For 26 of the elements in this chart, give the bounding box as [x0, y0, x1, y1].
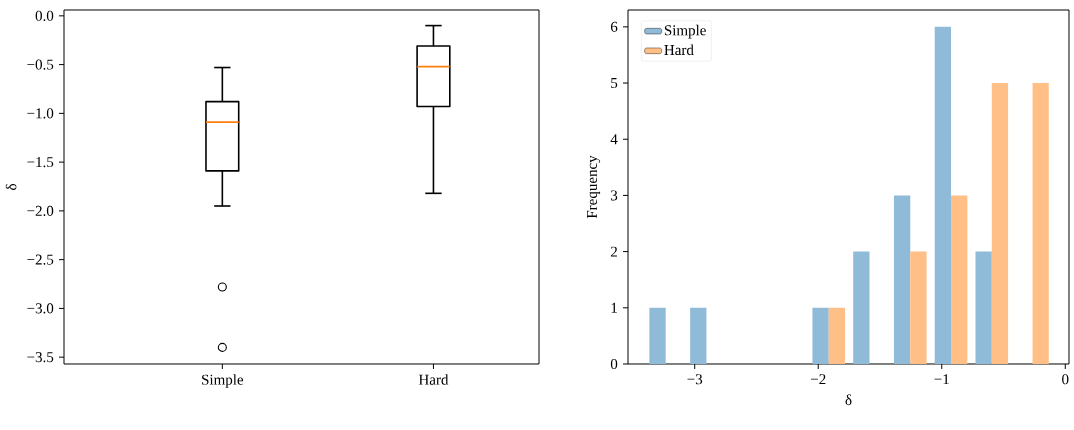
y-tick-label: 4 [610, 134, 618, 145]
x-tick-label: Hard [418, 374, 449, 385]
y-axis-title: Frequency [587, 155, 601, 219]
y-tick-label: 0.0 [35, 10, 54, 21]
y-tick-label: −2.0 [27, 205, 54, 216]
y-tick-label: 3 [611, 190, 618, 201]
legend-label: Hard [664, 44, 694, 56]
x-tick-label: 0 [1062, 374, 1069, 385]
y-tick-label: 1 [611, 302, 617, 313]
y-tick-label: −1.5 [27, 157, 54, 168]
y-tick-label: −0.5 [27, 59, 54, 70]
y-tick-label: −2.5 [27, 254, 54, 265]
y-tick-label: −3.0 [27, 303, 54, 314]
x-tick-label: −1 [934, 374, 949, 385]
y-tick-label: −1.0 [27, 108, 54, 119]
y-tick-label: −3.5 [27, 352, 54, 363]
x-tick-label: −2 [811, 374, 826, 385]
y-tick-label: 0 [610, 358, 618, 370]
y-tick-label: 2 [610, 246, 617, 257]
y-tick-label: 6 [610, 21, 618, 32]
y-tick-label: 5 [611, 78, 618, 89]
legend-label: Simple [664, 24, 706, 39]
x-tick-label: −3 [687, 374, 703, 385]
x-tick-label: Simple [202, 374, 244, 388]
y-axis-title: δ [5, 184, 17, 190]
x-axis-title: δ [845, 394, 852, 406]
